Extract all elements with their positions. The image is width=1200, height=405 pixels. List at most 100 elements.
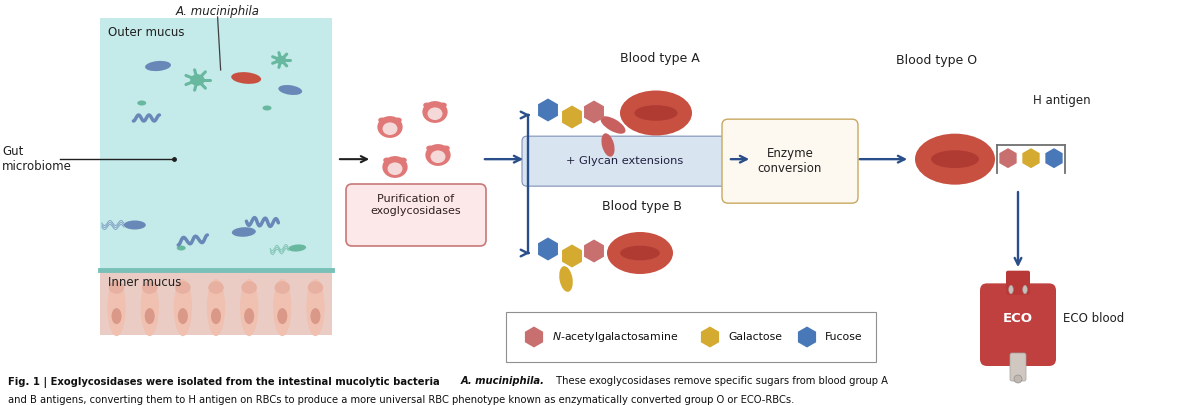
Ellipse shape [276,56,287,64]
Text: Fucose: Fucose [826,332,863,342]
Ellipse shape [620,90,692,136]
Text: Blood type O: Blood type O [896,54,978,67]
Text: Gut
microbiome: Gut microbiome [2,145,72,173]
Ellipse shape [232,72,262,84]
Ellipse shape [1009,285,1013,294]
Text: and B antigens, converting them to H antigen on RBCs to produce a more universal: and B antigens, converting them to H ant… [8,395,794,405]
Polygon shape [584,239,604,262]
Text: Galactose: Galactose [728,332,782,342]
Ellipse shape [1022,285,1027,294]
Text: A. muciniphila.: A. muciniphila. [461,377,545,386]
Ellipse shape [112,308,121,324]
Polygon shape [798,326,816,347]
Ellipse shape [431,150,445,163]
Polygon shape [538,98,558,121]
Ellipse shape [232,227,256,237]
Ellipse shape [206,279,226,336]
Ellipse shape [307,281,323,294]
Ellipse shape [559,266,572,292]
Ellipse shape [607,232,673,274]
Text: ECO: ECO [1003,313,1033,326]
Ellipse shape [176,245,186,251]
FancyBboxPatch shape [1006,271,1030,295]
Polygon shape [538,237,558,260]
Text: ECO blood: ECO blood [1063,313,1124,326]
Ellipse shape [263,105,271,111]
Text: + Glycan extensions: + Glycan extensions [566,156,684,166]
Text: H antigen: H antigen [1033,94,1091,107]
Text: Purification of
exoglycosidases: Purification of exoglycosidases [371,194,461,216]
Ellipse shape [931,150,979,168]
Ellipse shape [174,279,192,336]
Text: These exoglycosidases remove specific sugars from blood group A: These exoglycosidases remove specific su… [553,377,888,386]
Ellipse shape [145,61,170,71]
Ellipse shape [274,279,292,336]
Ellipse shape [124,220,146,230]
Ellipse shape [443,145,450,151]
Ellipse shape [109,281,125,294]
FancyBboxPatch shape [522,136,728,186]
FancyBboxPatch shape [100,270,332,335]
Circle shape [1014,375,1022,383]
Ellipse shape [311,308,320,324]
Ellipse shape [108,279,126,336]
Ellipse shape [635,105,678,121]
Polygon shape [562,105,582,128]
Ellipse shape [211,308,221,324]
FancyBboxPatch shape [980,284,1056,366]
Text: Fig. 1 | Exoglycosidases were isolated from the intestinal mucolytic bacteria: Fig. 1 | Exoglycosidases were isolated f… [8,377,443,388]
Polygon shape [1045,148,1063,168]
Ellipse shape [395,117,402,123]
Ellipse shape [278,85,302,95]
Polygon shape [584,100,604,124]
Text: Blood type A: Blood type A [620,52,700,65]
Ellipse shape [620,246,660,260]
Ellipse shape [142,281,157,294]
FancyBboxPatch shape [722,119,858,203]
Ellipse shape [288,245,306,252]
Ellipse shape [601,133,614,157]
FancyBboxPatch shape [1010,353,1026,381]
Ellipse shape [244,308,254,324]
Ellipse shape [439,102,446,108]
Text: Enzyme
conversion: Enzyme conversion [758,147,822,175]
Ellipse shape [400,158,407,163]
Polygon shape [701,326,719,347]
Text: Blood type B: Blood type B [602,200,682,213]
Ellipse shape [916,134,995,185]
Ellipse shape [240,279,258,336]
Ellipse shape [140,279,158,336]
Ellipse shape [383,158,391,163]
Ellipse shape [426,145,433,151]
Ellipse shape [383,156,408,178]
FancyBboxPatch shape [506,312,876,362]
Ellipse shape [422,101,448,123]
Ellipse shape [424,102,431,108]
Ellipse shape [600,116,625,134]
Text: Outer mucus: Outer mucus [108,26,185,39]
Polygon shape [1000,148,1016,168]
Ellipse shape [378,117,385,123]
Text: A. muciniphila: A. muciniphila [175,5,259,18]
Ellipse shape [377,116,403,138]
Ellipse shape [306,279,324,336]
Text: $N$-acetylgalactosamine: $N$-acetylgalactosamine [552,330,678,344]
FancyBboxPatch shape [100,18,332,270]
Ellipse shape [209,281,223,294]
Ellipse shape [388,162,402,175]
Ellipse shape [178,308,188,324]
Ellipse shape [427,107,443,120]
Ellipse shape [275,281,290,294]
FancyBboxPatch shape [346,184,486,246]
Ellipse shape [425,144,451,166]
Ellipse shape [190,74,205,86]
Polygon shape [562,245,582,267]
Ellipse shape [383,122,397,135]
Polygon shape [1022,148,1039,168]
Ellipse shape [241,281,257,294]
Polygon shape [524,326,544,347]
Ellipse shape [137,100,146,105]
Text: Inner mucus: Inner mucus [108,276,181,289]
Ellipse shape [277,308,287,324]
Ellipse shape [145,308,155,324]
